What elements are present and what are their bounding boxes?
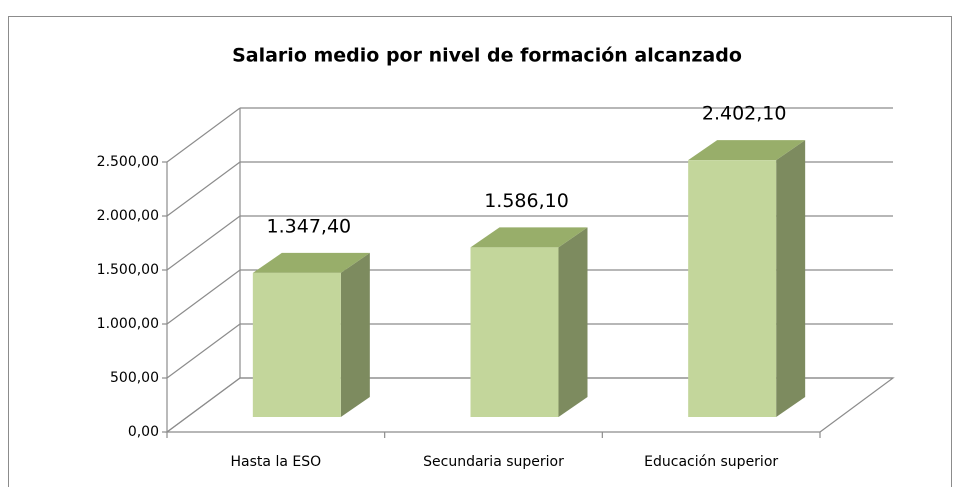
grid-line bbox=[166, 161, 241, 217]
y-tick-label: 1.500,00 bbox=[97, 262, 159, 278]
bar-top bbox=[688, 140, 806, 161]
grid-line bbox=[166, 377, 241, 433]
x-tick-label: Educación superior bbox=[644, 454, 778, 470]
grid-line bbox=[166, 269, 241, 325]
y-tick-label: 500,00 bbox=[110, 370, 159, 386]
data-label: 1.586,10 bbox=[484, 190, 569, 212]
bar bbox=[252, 272, 341, 417]
bar bbox=[688, 160, 777, 417]
grid-line bbox=[166, 323, 241, 379]
bar-side bbox=[558, 227, 588, 417]
x-tick-label: Secundaria superior bbox=[423, 454, 564, 470]
bar-side bbox=[776, 140, 806, 417]
y-tick-label: 1.000,00 bbox=[97, 316, 159, 332]
x-tick-label: Hasta la ESO bbox=[231, 454, 322, 470]
bar-top bbox=[252, 252, 370, 273]
grid-line bbox=[166, 107, 241, 163]
y-tick-label: 2.000,00 bbox=[97, 208, 159, 224]
y-tick-label: 0,00 bbox=[128, 424, 159, 440]
data-label: 1.347,40 bbox=[267, 215, 352, 237]
chart-title: Salario medio por nivel de formación alc… bbox=[232, 45, 742, 67]
bar-side bbox=[340, 252, 370, 417]
bar bbox=[470, 247, 559, 417]
grid-line bbox=[166, 215, 241, 271]
data-label: 2.402,10 bbox=[702, 103, 787, 125]
y-tick-label: 2.500,00 bbox=[97, 154, 159, 170]
bar-top bbox=[470, 227, 588, 248]
